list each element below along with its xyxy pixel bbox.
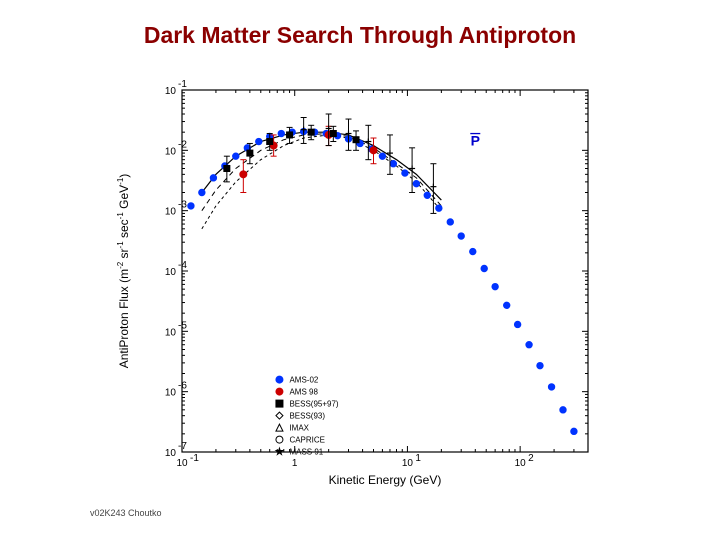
svg-text:Kinetic Energy (GeV): Kinetic Energy (GeV) — [329, 473, 442, 487]
svg-text:-1: -1 — [178, 80, 187, 90]
svg-text:1: 1 — [415, 453, 421, 464]
svg-text:10: 10 — [165, 86, 177, 97]
svg-text:10: 10 — [165, 207, 177, 218]
svg-text:10: 10 — [165, 327, 177, 338]
svg-text:-5: -5 — [178, 320, 187, 331]
footnote: v02K243 Choutko — [90, 508, 162, 518]
svg-text:2: 2 — [528, 453, 534, 464]
svg-text:10: 10 — [402, 458, 414, 469]
svg-text:-6: -6 — [178, 381, 187, 392]
svg-text:AMS 98: AMS 98 — [289, 388, 318, 397]
svg-text:-3: -3 — [178, 200, 187, 211]
svg-text:-1: -1 — [190, 453, 199, 464]
svg-text:AntiProton Flux (m-2 sr-1 sec-: AntiProton Flux (m-2 sr-1 sec-1 GeV-1) — [116, 174, 131, 369]
svg-text:-7: -7 — [178, 441, 187, 452]
svg-text:1: 1 — [292, 458, 298, 469]
svg-text:MASS 91: MASS 91 — [289, 448, 323, 457]
svg-text:P: P — [471, 133, 480, 149]
antiproton-flux-chart: 10-1110110210-710-610-510-410-310-210-1K… — [110, 80, 600, 495]
svg-text:10: 10 — [165, 388, 177, 399]
svg-text:10: 10 — [165, 146, 177, 157]
svg-text:10: 10 — [176, 458, 188, 469]
svg-text:10: 10 — [165, 267, 177, 278]
svg-text:-4: -4 — [178, 260, 187, 271]
svg-text:-2: -2 — [178, 139, 187, 150]
svg-text:IMAX: IMAX — [289, 424, 309, 433]
svg-text:BESS(93): BESS(93) — [289, 412, 325, 421]
page-title: Dark Matter Search Through Antiproton — [0, 22, 720, 49]
svg-text:CAPRICE: CAPRICE — [289, 436, 325, 445]
svg-text:10: 10 — [165, 448, 177, 459]
svg-text:AMS-02: AMS-02 — [289, 376, 318, 385]
svg-text:10: 10 — [515, 458, 527, 469]
svg-text:BESS(95+97): BESS(95+97) — [289, 400, 338, 409]
